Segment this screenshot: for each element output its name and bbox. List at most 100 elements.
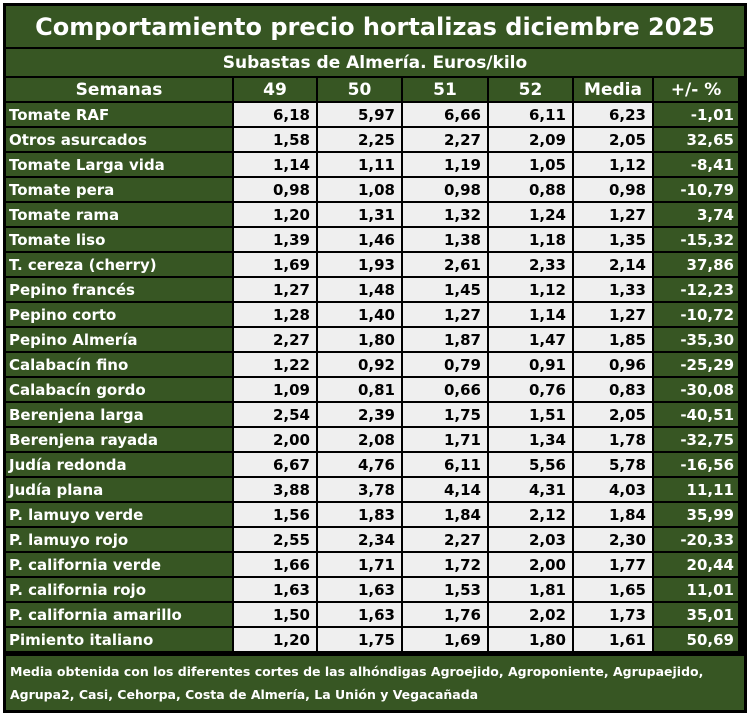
price-week-49: 6,18 <box>234 103 318 128</box>
change-pct: -16,56 <box>654 453 740 478</box>
price-media: 1,61 <box>574 628 654 653</box>
price-week-52: 2,00 <box>489 553 574 578</box>
page-title: Comportamiento precio hortalizas diciemb… <box>6 6 744 47</box>
product-name: Tomate liso <box>6 228 234 253</box>
price-week-51: 1,87 <box>403 328 489 353</box>
price-week-50: 0,81 <box>318 378 403 403</box>
price-week-51: 1,76 <box>403 603 489 628</box>
price-week-52: 1,81 <box>489 578 574 603</box>
price-media: 0,98 <box>574 178 654 203</box>
price-week-51: 1,75 <box>403 403 489 428</box>
price-week-49: 1,20 <box>234 203 318 228</box>
price-week-51: 6,66 <box>403 103 489 128</box>
price-week-51: 2,27 <box>403 528 489 553</box>
price-week-51: 1,72 <box>403 553 489 578</box>
price-week-50: 1,48 <box>318 278 403 303</box>
price-week-50: 1,11 <box>318 153 403 178</box>
product-name: Calabacín fino <box>6 353 234 378</box>
table-row: Judía redonda 6,67 4,76 6,11 5,56 5,78 -16,56 <box>6 453 740 478</box>
price-week-49: 1,28 <box>234 303 318 328</box>
price-media: 0,83 <box>574 378 654 403</box>
price-week-50: 1,08 <box>318 178 403 203</box>
table-row: Berenjena rayada 2,00 2,08 1,71 1,34 1,78 -32,… <box>6 428 740 453</box>
header-week-49: 49 <box>234 78 318 103</box>
product-name: Pepino corto <box>6 303 234 328</box>
product-name: Berenjena larga <box>6 403 234 428</box>
price-week-49: 1,22 <box>234 353 318 378</box>
product-name: Tomate Larga vida <box>6 153 234 178</box>
table-row: Tomate liso 1,39 1,46 1,38 1,18 1,35 -15,32 <box>6 228 740 253</box>
price-week-51: 1,45 <box>403 278 489 303</box>
price-week-49: 1,63 <box>234 578 318 603</box>
price-week-52: 1,24 <box>489 203 574 228</box>
product-name: Otros asurcados <box>6 128 234 153</box>
change-pct: -12,23 <box>654 278 740 303</box>
price-week-51: 2,27 <box>403 128 489 153</box>
change-pct: -25,29 <box>654 353 740 378</box>
price-week-50: 2,34 <box>318 528 403 553</box>
table-row: P. california verde 1,66 1,71 1,72 2,00 1,77 2… <box>6 553 740 578</box>
price-week-52: 2,09 <box>489 128 574 153</box>
price-week-52: 6,11 <box>489 103 574 128</box>
price-media: 4,03 <box>574 478 654 503</box>
header-week-52: 52 <box>489 78 574 103</box>
change-pct: 11,01 <box>654 578 740 603</box>
product-name: Pimiento italiano <box>6 628 234 653</box>
price-media: 1,84 <box>574 503 654 528</box>
price-week-52: 1,34 <box>489 428 574 453</box>
price-media: 1,27 <box>574 303 654 328</box>
table-row: Calabacín gordo 1,09 0,81 0,66 0,76 0,83 -30,0… <box>6 378 740 403</box>
change-pct: 32,65 <box>654 128 740 153</box>
change-pct: -40,51 <box>654 403 740 428</box>
price-week-50: 0,92 <box>318 353 403 378</box>
product-name: Pepino francés <box>6 278 234 303</box>
price-media: 2,14 <box>574 253 654 278</box>
price-week-49: 2,27 <box>234 328 318 353</box>
table-row: Tomate Larga vida 1,14 1,11 1,19 1,05 1,12 -8,… <box>6 153 740 178</box>
price-week-52: 1,47 <box>489 328 574 353</box>
price-week-50: 1,63 <box>318 578 403 603</box>
price-media: 2,05 <box>574 128 654 153</box>
change-pct: -15,32 <box>654 228 740 253</box>
price-week-52: 2,03 <box>489 528 574 553</box>
change-pct: 37,86 <box>654 253 740 278</box>
price-media: 1,35 <box>574 228 654 253</box>
price-week-52: 2,12 <box>489 503 574 528</box>
price-week-49: 2,55 <box>234 528 318 553</box>
table-row: Tomate RAF 6,18 5,97 6,66 6,11 6,23 -1,01 <box>6 103 740 128</box>
header-week-51: 51 <box>403 78 489 103</box>
product-name: P. california rojo <box>6 578 234 603</box>
price-week-50: 2,08 <box>318 428 403 453</box>
price-week-49: 1,56 <box>234 503 318 528</box>
price-week-49: 1,27 <box>234 278 318 303</box>
product-name: Tomate RAF <box>6 103 234 128</box>
product-name: P. lamuyo rojo <box>6 528 234 553</box>
change-pct: 11,11 <box>654 478 740 503</box>
price-week-52: 5,56 <box>489 453 574 478</box>
table-row: Otros asurcados 1,58 2,25 2,27 2,09 2,05 32,65 <box>6 128 740 153</box>
product-name: P. lamuyo verde <box>6 503 234 528</box>
price-week-51: 1,53 <box>403 578 489 603</box>
product-name: Tomate rama <box>6 203 234 228</box>
table-row: P. california rojo 1,63 1,63 1,53 1,81 1,65 11… <box>6 578 740 603</box>
price-media: 1,78 <box>574 428 654 453</box>
change-pct: -32,75 <box>654 428 740 453</box>
product-name: T. cereza (cherry) <box>6 253 234 278</box>
table-frame: Comportamiento precio hortalizas diciemb… <box>3 3 747 713</box>
table-body: Tomate RAF 6,18 5,97 6,66 6,11 6,23 -1,01 Otros… <box>6 103 740 653</box>
product-name: P. california verde <box>6 553 234 578</box>
table-row: Pimiento italiano 1,20 1,75 1,69 1,80 1,61 50,… <box>6 628 740 653</box>
price-week-51: 1,71 <box>403 428 489 453</box>
price-table: Semanas 49 50 51 52 Media +/- % Tomate R… <box>6 78 740 653</box>
change-pct: -30,08 <box>654 378 740 403</box>
price-media: 6,23 <box>574 103 654 128</box>
price-week-51: 1,27 <box>403 303 489 328</box>
price-week-52: 0,88 <box>489 178 574 203</box>
price-week-49: 1,66 <box>234 553 318 578</box>
change-pct: 20,44 <box>654 553 740 578</box>
header-change-pct: +/- % <box>654 78 740 103</box>
price-week-52: 1,51 <box>489 403 574 428</box>
price-week-52: 2,33 <box>489 253 574 278</box>
change-pct: -10,79 <box>654 178 740 203</box>
price-week-51: 6,11 <box>403 453 489 478</box>
